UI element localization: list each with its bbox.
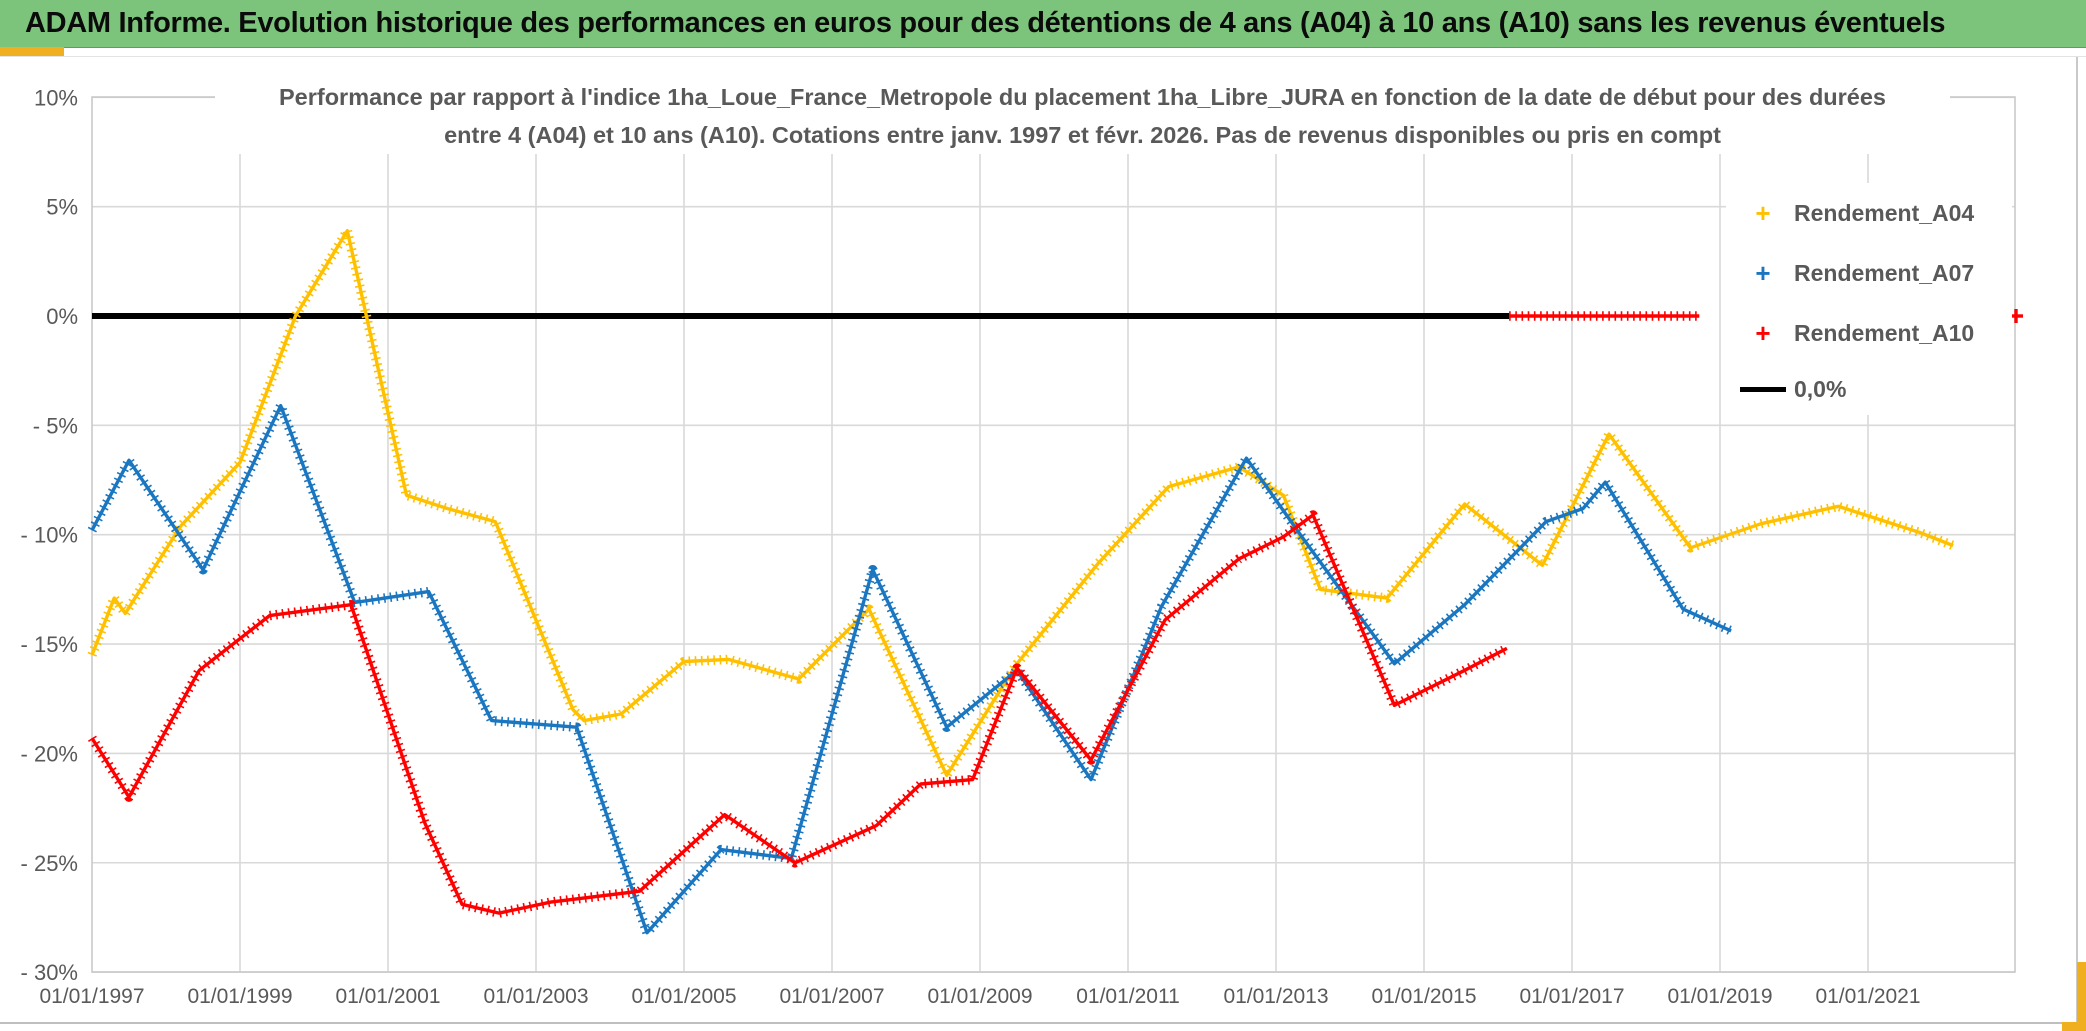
x-tick-label: 01/01/2007 bbox=[779, 985, 884, 1008]
series-Rendement_A10[interactable] bbox=[87, 510, 1510, 918]
y-tick-label: - 10% bbox=[21, 523, 78, 548]
header-divider bbox=[0, 56, 2086, 57]
y-tick-label: 10% bbox=[34, 85, 78, 110]
legend-item-0-0-[interactable]: 0,0% bbox=[1726, 363, 2012, 415]
sheet-title: ADAM Informe. Evolution historique des p… bbox=[25, 7, 1946, 39]
legend-label: Rendement_A04 bbox=[1794, 199, 1975, 226]
x-tick-label: 01/01/2013 bbox=[1223, 985, 1328, 1008]
horizontal-gridlines bbox=[92, 96, 2015, 973]
legend-item-rendement-a04[interactable]: + Rendement_A04 bbox=[1726, 183, 2012, 243]
chart-legend[interactable]: + Rendement_A04 + Rendement_A07 + Rendement_A… bbox=[1726, 183, 2012, 415]
x-tick-label: 01/01/2011 bbox=[1076, 985, 1180, 1008]
legend-item-rendement-a10[interactable]: + Rendement_A10 bbox=[1726, 303, 2012, 363]
y-tick-label: - 15% bbox=[21, 632, 78, 657]
legend-label: Rendement_A10 bbox=[1794, 319, 1975, 346]
chart-title-line2: entre 4 (A04) et 10 ans (A10). Cotations… bbox=[444, 122, 1721, 148]
x-tick-label: 01/01/1997 bbox=[39, 985, 144, 1008]
line-marker-icon bbox=[1740, 386, 1786, 392]
series-Rendement_A07[interactable] bbox=[87, 400, 1734, 938]
legend-label: 0,0% bbox=[1794, 375, 1847, 402]
legend-label: Rendement_A07 bbox=[1794, 259, 1975, 286]
x-tick-label: 01/01/2003 bbox=[483, 985, 588, 1008]
gold-accent-corner bbox=[2062, 1022, 2086, 1031]
plus-marker-icon: + bbox=[1755, 257, 1771, 288]
chart-title-line1: Performance par rapport à l'indice 1ha_L… bbox=[278, 84, 1887, 110]
y-tick-label: - 20% bbox=[21, 741, 78, 766]
x-tick-label: 01/01/2001 bbox=[335, 985, 440, 1008]
y-axis-labels[interactable]: 10% 5% 0% - 5% - 10% - 15% - 20% - 25% - 30% bbox=[21, 85, 78, 985]
x-tick-label: 01/01/1999 bbox=[187, 985, 292, 1008]
plus-marker-icon: + bbox=[1755, 317, 1771, 348]
x-axis-labels[interactable]: 01/01/1997 01/01/1999 01/01/2001 01/01/2003… bbox=[39, 985, 1920, 1008]
y-tick-label: - 25% bbox=[21, 851, 78, 876]
x-tick-label: 01/01/2021 bbox=[1815, 985, 1920, 1008]
x-tick-label: 01/01/2009 bbox=[927, 985, 1032, 1008]
y-tick-label: - 30% bbox=[21, 960, 78, 985]
gold-accent-left bbox=[0, 47, 64, 56]
y-tick-label: - 5% bbox=[33, 413, 78, 438]
y-tick-label: 0% bbox=[46, 304, 78, 329]
series-Rendement_A04[interactable] bbox=[87, 225, 1955, 781]
sheet-header-bar: ADAM Informe. Evolution historique des p… bbox=[0, 0, 2086, 48]
chart-frame-border bbox=[2076, 57, 2078, 1022]
x-tick-label: 01/01/2017 bbox=[1519, 985, 1624, 1008]
chart-title[interactable]: Performance par rapport à l'indice 1ha_L… bbox=[215, 78, 1950, 154]
x-tick-label: 01/01/2019 bbox=[1667, 985, 1772, 1008]
sheet-bottom-divider bbox=[0, 1022, 2062, 1024]
x-tick-label: 01/01/2015 bbox=[1371, 985, 1476, 1008]
x-tick-label: 01/01/2005 bbox=[631, 985, 736, 1008]
y-tick-label: 5% bbox=[46, 195, 78, 220]
plus-marker-icon: + bbox=[1755, 197, 1771, 228]
gold-accent-right bbox=[2077, 962, 2086, 1031]
legend-item-rendement-a07[interactable]: + Rendement_A07 bbox=[1726, 243, 2012, 303]
